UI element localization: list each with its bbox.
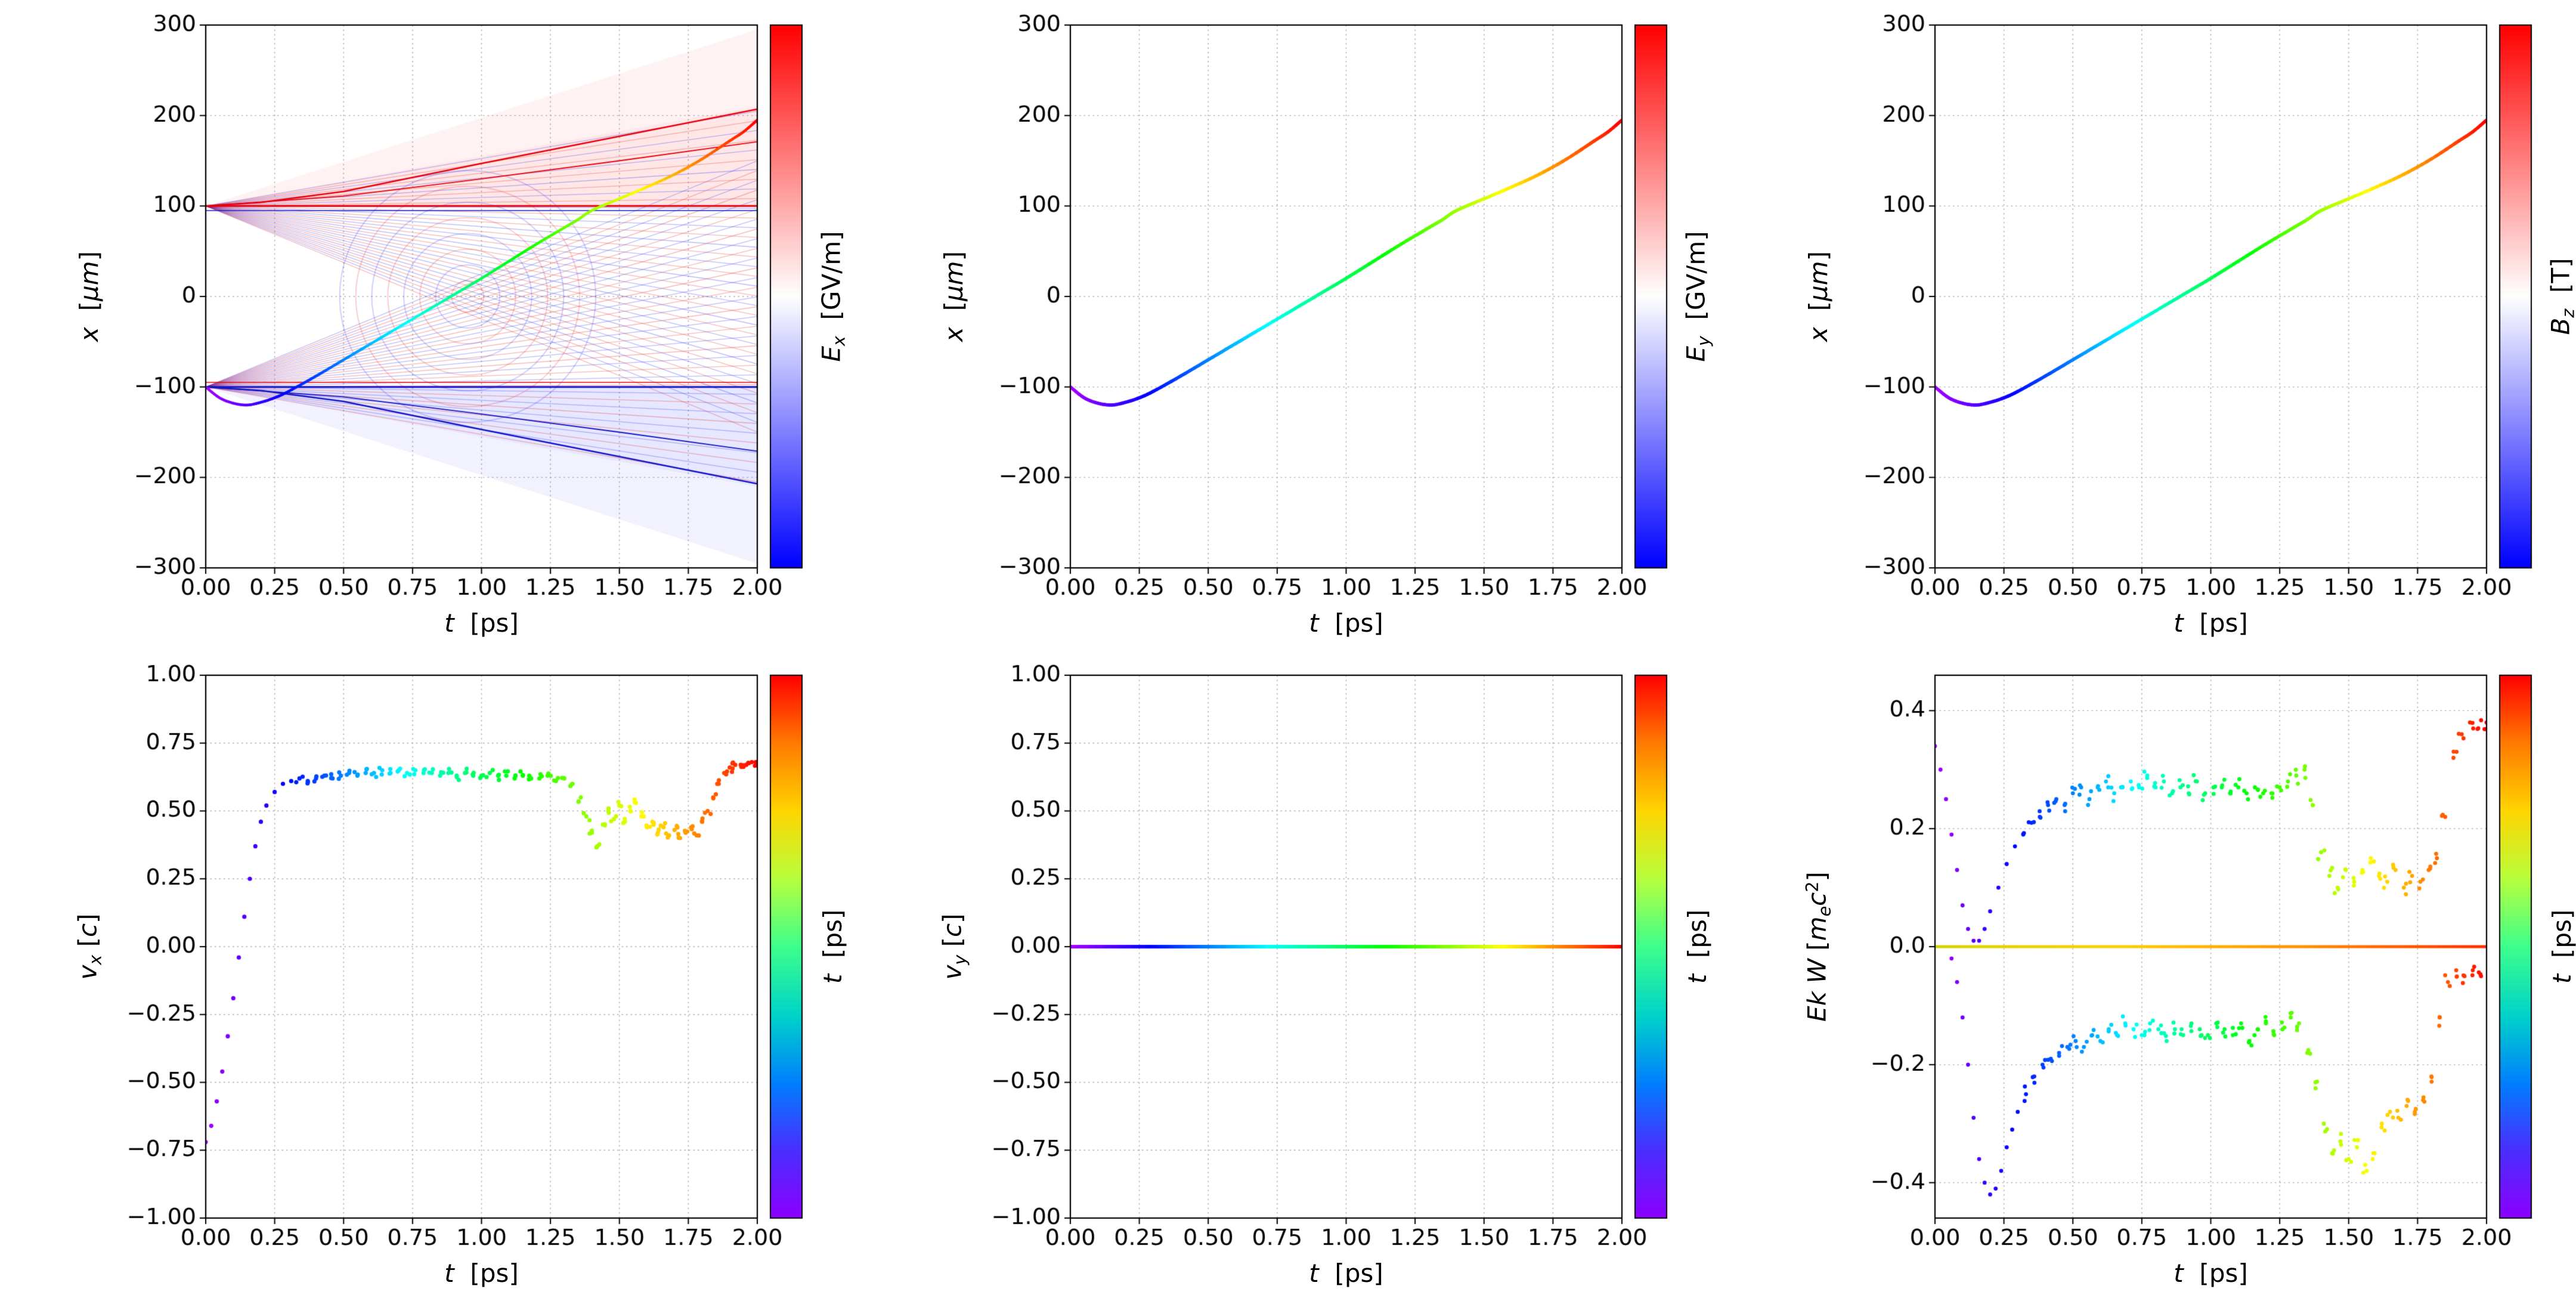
figure: x [μm] t [ps] Ex [GV/m] x [μm] t [ps] Ey…: [0, 0, 2576, 1298]
plots-canvas: [0, 0, 2576, 1298]
